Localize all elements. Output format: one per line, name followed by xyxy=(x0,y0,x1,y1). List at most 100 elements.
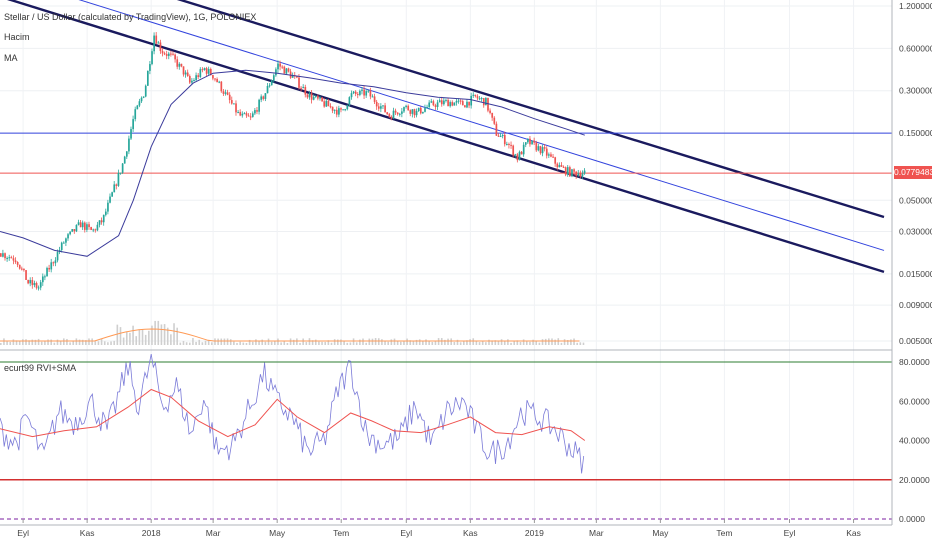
candle-body xyxy=(153,35,155,52)
candle-body xyxy=(251,113,254,117)
candle-body xyxy=(182,66,185,75)
volume-bar xyxy=(138,329,141,345)
candle-body xyxy=(39,282,42,288)
candle-body xyxy=(86,224,88,230)
candle-body xyxy=(354,91,357,94)
candle-body xyxy=(384,105,386,113)
volume-bar xyxy=(277,338,279,345)
candle-body xyxy=(128,138,130,152)
volume-bar xyxy=(280,342,282,345)
candle-body xyxy=(304,86,307,95)
volume-bar xyxy=(314,339,317,345)
candle-body xyxy=(184,72,187,75)
candle-body xyxy=(438,100,441,103)
time-tick-label: Tem xyxy=(333,528,349,538)
volume-bar xyxy=(3,338,5,345)
volume-bar xyxy=(538,342,541,345)
candle-body xyxy=(277,63,279,70)
candle-body xyxy=(569,167,571,177)
candle-body xyxy=(218,81,221,83)
volume-bar xyxy=(302,338,304,345)
time-tick-label: Kas xyxy=(80,528,95,538)
volume-bar xyxy=(267,338,270,345)
volume-bar xyxy=(91,338,93,345)
candle-body xyxy=(394,110,397,113)
candle-body xyxy=(373,96,376,102)
volume-legend[interactable]: Hacim xyxy=(4,32,30,42)
volume-bar xyxy=(286,342,289,345)
volume-bar xyxy=(233,341,235,345)
ma-legend[interactable]: MA xyxy=(4,53,18,63)
candle-body xyxy=(161,51,164,54)
volume-bar xyxy=(94,341,97,345)
candle-body xyxy=(436,102,439,107)
candle-body xyxy=(20,268,23,270)
volume-bar xyxy=(340,339,342,345)
candle-body xyxy=(35,283,38,288)
volume-bar xyxy=(229,339,232,345)
axes: 1.20000000 0.60000000 0.30000000 0.15000000… xyxy=(0,0,932,538)
time-tick-label: Tem xyxy=(716,528,732,538)
volume-bar xyxy=(103,341,106,345)
channel-line-middle xyxy=(78,0,885,251)
volume-bar xyxy=(453,342,456,345)
candle-body xyxy=(426,106,428,109)
volume-bar xyxy=(469,339,471,345)
volume-bar xyxy=(170,334,172,345)
volume-bar xyxy=(387,341,390,345)
rvi-tick-label: 80.0000 xyxy=(899,357,930,367)
candle-body xyxy=(491,112,494,118)
volume-bar xyxy=(141,329,144,345)
volume-bar xyxy=(525,341,528,345)
candle-body xyxy=(306,94,309,98)
volume-bar xyxy=(59,340,62,345)
candle-body xyxy=(533,140,536,143)
candle-body xyxy=(249,116,252,118)
candle-body xyxy=(37,287,40,289)
candle-body xyxy=(29,280,32,284)
candle-body xyxy=(365,91,368,96)
candle-body xyxy=(298,77,300,88)
candle-body xyxy=(401,111,403,114)
indicator-legend[interactable]: ecurt99 RVI+SMA xyxy=(4,363,77,373)
candle-body xyxy=(413,109,416,116)
candle-body xyxy=(501,134,504,137)
candle-body xyxy=(380,106,382,109)
candle-body xyxy=(338,108,340,115)
candle-body xyxy=(52,262,55,264)
volume-bar xyxy=(6,341,8,345)
candle-body xyxy=(23,268,25,271)
volume-bar xyxy=(214,338,216,345)
channel-lines[interactable] xyxy=(0,0,885,273)
volume-bars xyxy=(0,320,585,345)
candle-body xyxy=(451,102,454,106)
volume-ma-line xyxy=(0,328,580,342)
candle-body xyxy=(317,95,319,99)
horizontal-levels[interactable] xyxy=(0,132,892,174)
volume-bar xyxy=(110,341,112,345)
candle-body xyxy=(224,92,227,94)
candle-body xyxy=(281,66,284,68)
candle-body xyxy=(325,100,328,107)
candle-body xyxy=(245,113,248,116)
volume-bar xyxy=(176,327,178,345)
volume-bar xyxy=(494,340,497,345)
candle-body xyxy=(350,93,353,98)
volume-bar xyxy=(242,342,245,345)
candle-body xyxy=(14,260,17,263)
volume-bar xyxy=(412,341,415,345)
candle-body xyxy=(312,96,315,100)
candle-body xyxy=(258,99,260,112)
candle-body xyxy=(300,87,302,89)
candle-body xyxy=(243,113,246,115)
candle-body xyxy=(575,171,578,176)
candle-body xyxy=(497,135,500,137)
candle-body xyxy=(12,258,15,261)
volume-bar xyxy=(75,338,78,345)
volume-bar xyxy=(544,338,547,345)
time-tick-label: Eyl xyxy=(400,528,412,538)
candle-body xyxy=(125,151,128,157)
volume-bar xyxy=(44,341,46,345)
volume-bar xyxy=(28,340,30,345)
